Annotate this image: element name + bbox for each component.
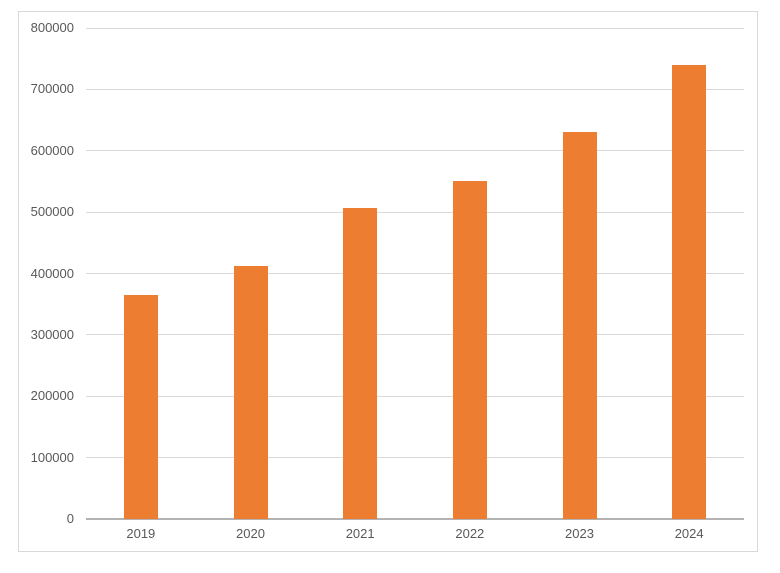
y-tick-label-600000: 600000	[30, 142, 74, 158]
gridline-500000	[86, 211, 744, 213]
bar-2019	[123, 294, 158, 519]
gridline-600000	[86, 150, 744, 152]
bar-2022	[452, 180, 487, 519]
y-tick-label-700000: 700000	[30, 81, 74, 97]
chart-frame: 0 100000 200000 300000 400000 500000 600000 700…	[18, 11, 758, 552]
bar-2024	[672, 64, 707, 519]
x-tick-label-2024: 2024	[674, 526, 704, 541]
bar-2023	[562, 131, 597, 519]
gridline-400000	[86, 273, 744, 274]
x-tick-label-2019: 2019	[126, 526, 156, 541]
y-tick-label-400000: 400000	[30, 265, 74, 281]
x-tick-label-2022: 2022	[455, 526, 485, 541]
x-axis-tick-labels: 2019 2020 2021 2022 2023 2024	[86, 526, 744, 550]
gridline-100000	[86, 457, 744, 459]
y-tick-label-800000: 800000	[30, 20, 74, 35]
y-tick-label-300000: 300000	[30, 326, 74, 342]
x-tick-label-2021: 2021	[345, 526, 375, 541]
gridline-700000	[86, 88, 744, 90]
y-tick-label-200000: 200000	[30, 388, 74, 404]
y-tick-label-0: 0	[66, 511, 74, 526]
y-axis-tick-labels: 0 100000 200000 300000 400000 500000 600000 700…	[19, 12, 74, 553]
plot-area	[86, 27, 744, 520]
y-tick-label-100000: 100000	[30, 449, 74, 465]
gridline-800000	[86, 27, 744, 29]
gridline-200000	[86, 395, 744, 397]
bar-2020	[233, 266, 268, 519]
bar-2021	[343, 207, 378, 519]
y-tick-label-500000: 500000	[30, 204, 74, 220]
x-tick-label-2023: 2023	[565, 526, 594, 541]
x-tick-label-2020: 2020	[236, 526, 265, 541]
x-axis-line	[86, 518, 744, 520]
gridline-300000	[86, 334, 744, 336]
